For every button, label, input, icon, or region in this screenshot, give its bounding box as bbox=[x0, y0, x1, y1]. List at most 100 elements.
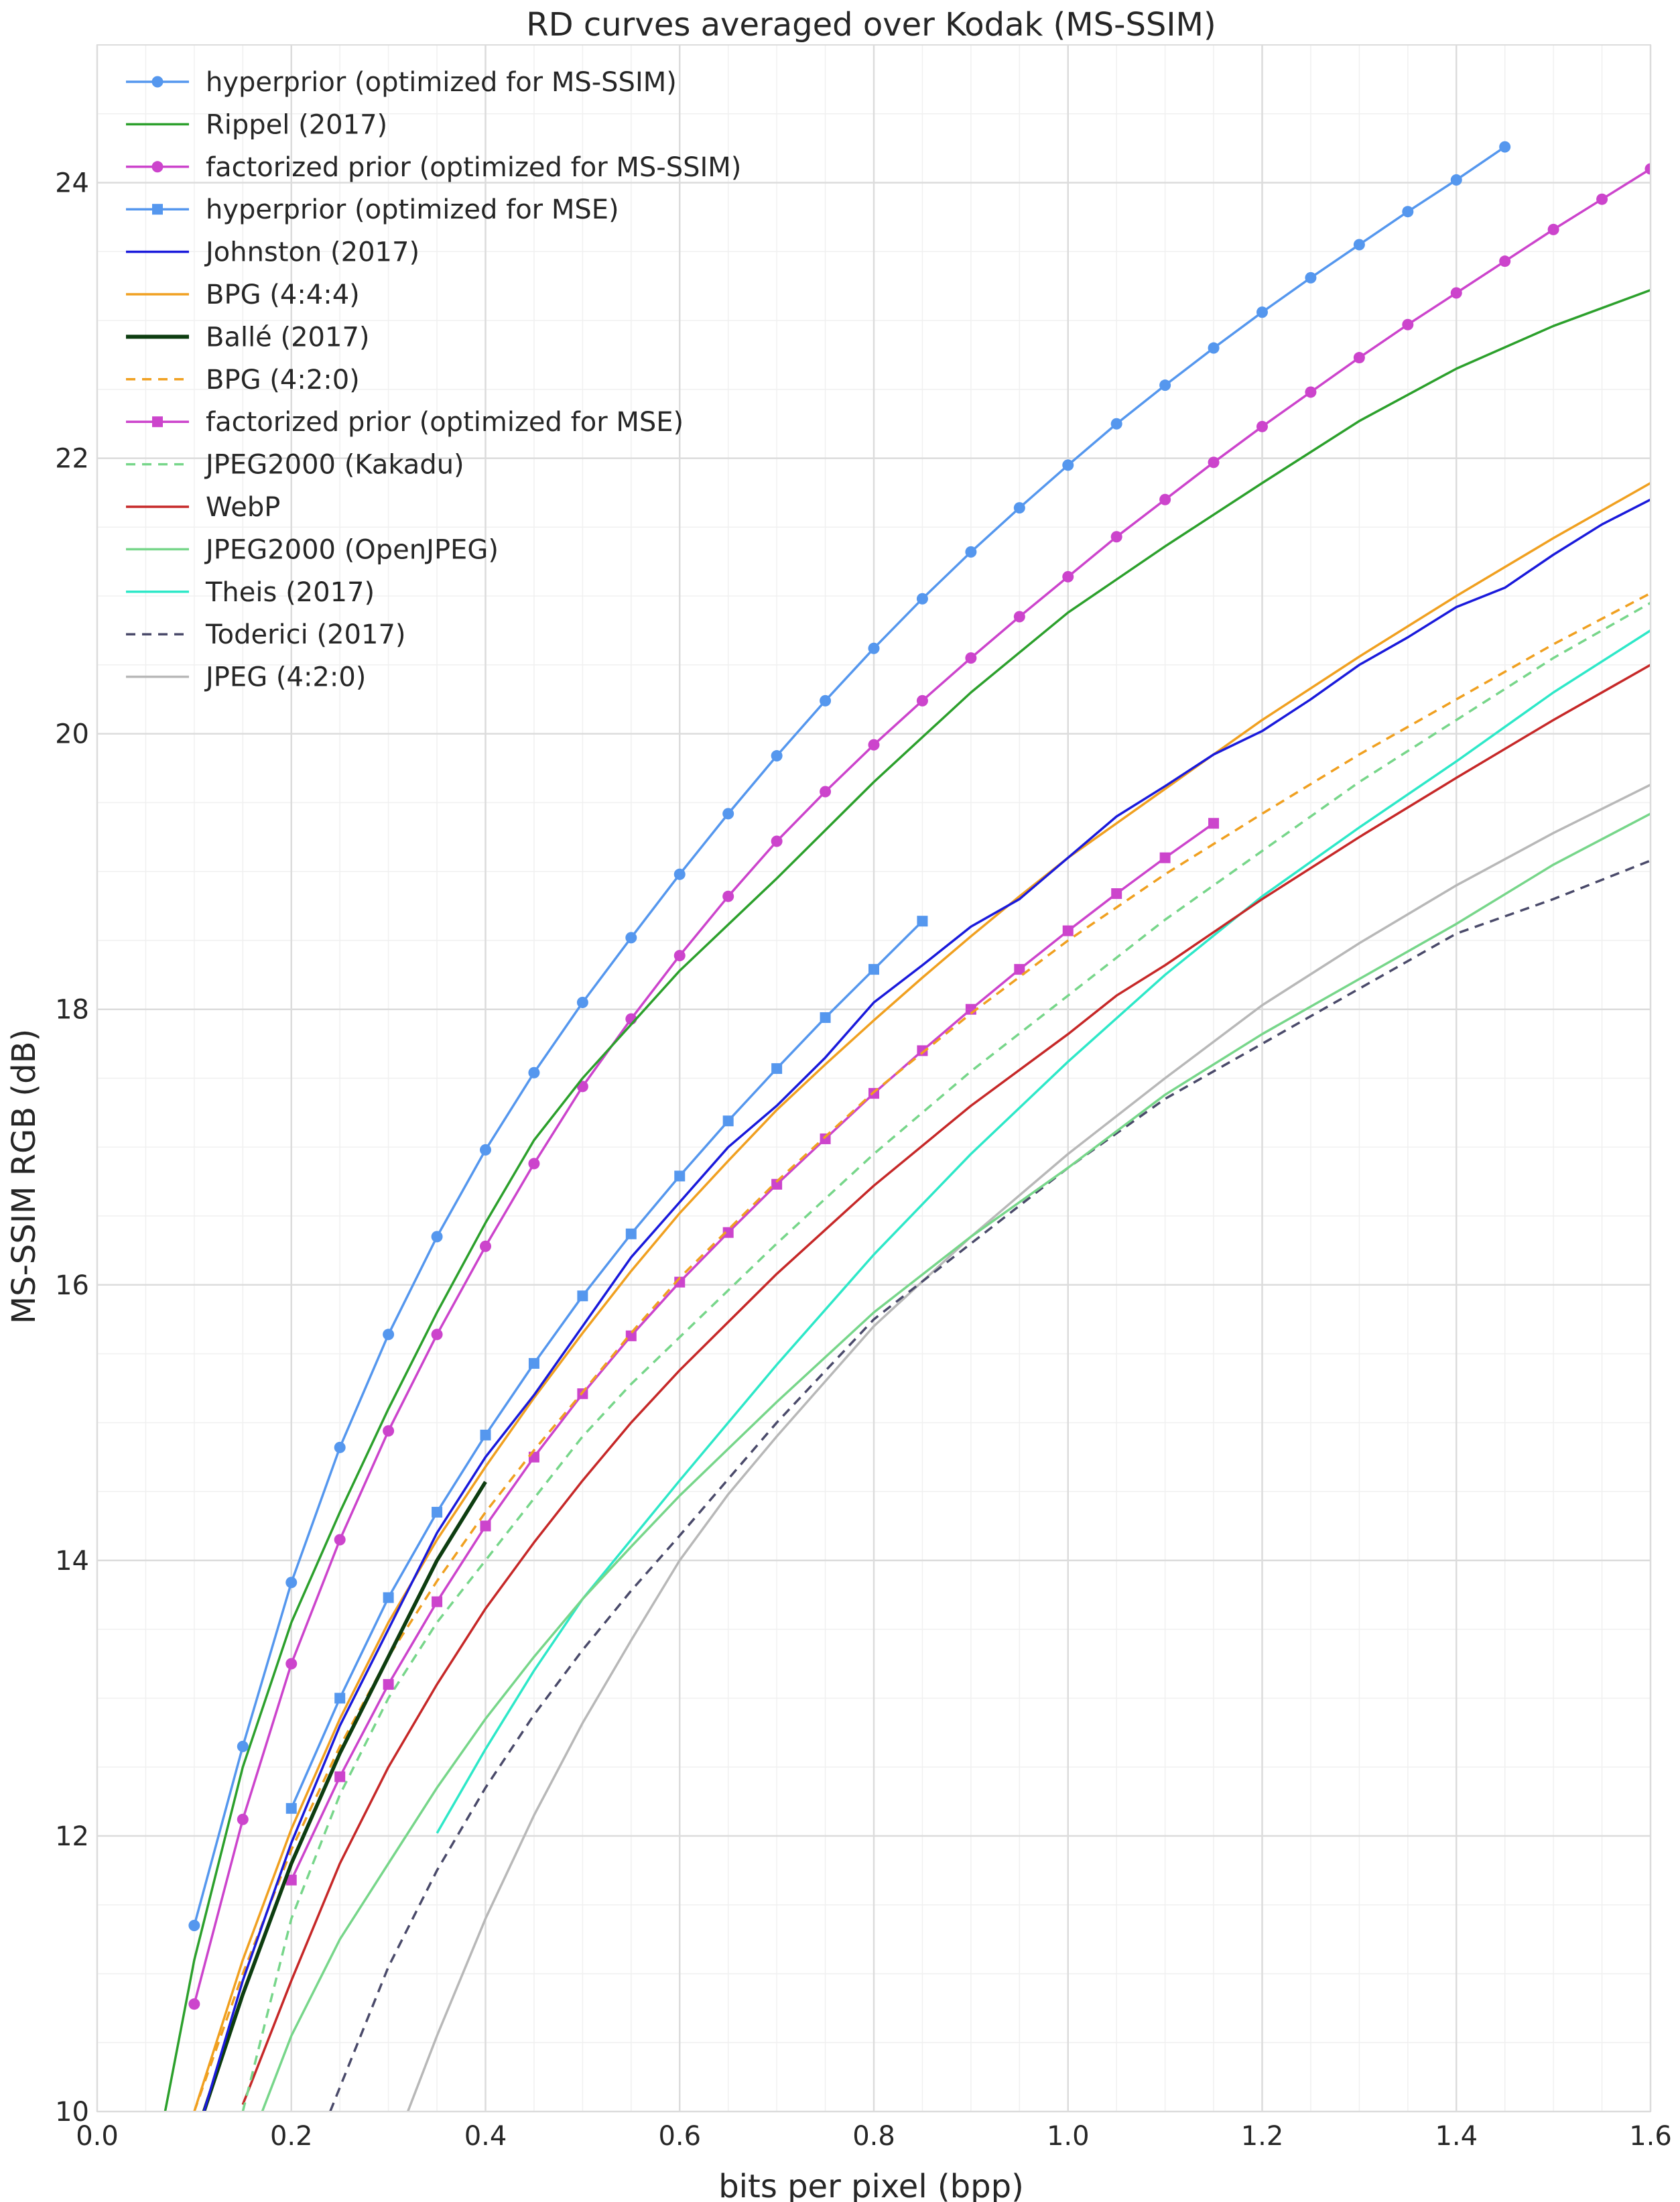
data-point bbox=[625, 1330, 637, 1341]
data-point bbox=[285, 1874, 297, 1886]
series-line-ball-2017 bbox=[202, 1481, 487, 2112]
data-point bbox=[1499, 141, 1511, 153]
data-point bbox=[674, 1170, 686, 1182]
data-point bbox=[1305, 386, 1317, 398]
data-point bbox=[383, 1678, 394, 1690]
data-point bbox=[1159, 493, 1171, 505]
data-point bbox=[1110, 418, 1122, 430]
data-point bbox=[917, 916, 928, 927]
series-jpeg-4-2-0 bbox=[406, 784, 1651, 2112]
series-toderici-2017 bbox=[329, 859, 1651, 2112]
data-point bbox=[1547, 223, 1559, 235]
y-tick-label: 20 bbox=[55, 719, 89, 750]
series-bpg-4-2-0 bbox=[193, 592, 1651, 2112]
legend-item-bpg-4-4-4: BPG (4:4:4) bbox=[126, 280, 360, 310]
legend-item-factorized-prior-optimized-for-ms-ssim: factorized prior (optimized for MS-SSIM) bbox=[126, 152, 741, 183]
legend-marker bbox=[152, 204, 163, 215]
legend-item-jpeg2000-kakadu: JPEG2000 (Kakadu) bbox=[126, 450, 464, 481]
x-tick-label: 0.4 bbox=[464, 2121, 507, 2152]
data-point bbox=[916, 593, 928, 605]
data-point bbox=[771, 1178, 783, 1190]
data-point bbox=[673, 868, 686, 880]
series-line-theis-2017 bbox=[436, 629, 1651, 1834]
axes-frame bbox=[96, 44, 1651, 2112]
data-point bbox=[1159, 852, 1171, 863]
series-factorized-prior-optimized-for-ms-ssim bbox=[188, 163, 1651, 2010]
data-point bbox=[188, 1920, 200, 1932]
data-point bbox=[771, 835, 783, 847]
data-point bbox=[868, 739, 880, 751]
data-point bbox=[383, 1592, 394, 1603]
data-point bbox=[334, 1534, 346, 1546]
series-line-toderici-2017 bbox=[329, 859, 1651, 2112]
x-tick-label: 0.8 bbox=[852, 2121, 895, 2152]
legend-label: BPG (4:2:0) bbox=[206, 365, 360, 395]
y-tick-label: 22 bbox=[55, 444, 89, 475]
x-tick-label: 1.4 bbox=[1435, 2121, 1478, 2152]
data-point bbox=[480, 1240, 491, 1252]
y-tick-label: 12 bbox=[55, 1821, 89, 1852]
data-point bbox=[431, 1329, 443, 1341]
legend-marker bbox=[151, 161, 164, 173]
data-point bbox=[771, 750, 783, 762]
data-point bbox=[285, 1658, 298, 1670]
data-point bbox=[1013, 611, 1025, 623]
legend-label: JPEG (4:2:0) bbox=[204, 662, 366, 693]
data-point bbox=[868, 642, 880, 654]
legend-label: WebP bbox=[206, 492, 280, 523]
series-line-factorized-prior-optimized-for-mse bbox=[290, 822, 1215, 1881]
data-point bbox=[383, 1425, 395, 1437]
series-webp bbox=[241, 664, 1651, 2105]
legend-item-rippel-2017: Rippel (2017) bbox=[126, 109, 387, 140]
legend-item-toderici-2017: Toderici (2017) bbox=[126, 619, 406, 650]
data-point bbox=[771, 1063, 783, 1075]
series-line-jpeg-4-2-0 bbox=[406, 784, 1651, 2112]
legend-label: Theis (2017) bbox=[205, 577, 375, 608]
legend-item-bpg-4-2-0: BPG (4:2:0) bbox=[126, 365, 360, 395]
legend-label: factorized prior (optimized for MSE) bbox=[206, 407, 684, 438]
data-point bbox=[432, 1506, 443, 1518]
data-point bbox=[334, 1771, 346, 1782]
data-point bbox=[480, 1429, 491, 1441]
data-point bbox=[722, 890, 734, 902]
data-point bbox=[1305, 271, 1317, 284]
legend-marker bbox=[151, 76, 164, 88]
legend-item-factorized-prior-optimized-for-mse: factorized prior (optimized for MSE) bbox=[126, 407, 684, 438]
data-point bbox=[188, 1998, 200, 2010]
data-point bbox=[1644, 163, 1651, 175]
data-point bbox=[1014, 964, 1025, 975]
data-point bbox=[965, 546, 977, 558]
y-axis-ticks: 10 12 14 16 18 20 22 24 bbox=[55, 168, 89, 2128]
chart-title: RD curves averaged over Kodak (MS-SSIM) bbox=[526, 6, 1216, 44]
data-point bbox=[1062, 925, 1074, 936]
data-point bbox=[1596, 193, 1608, 205]
series-bpg-4-4-4 bbox=[193, 482, 1651, 2112]
data-point bbox=[1353, 239, 1365, 251]
legend-label: JPEG2000 (Kakadu) bbox=[204, 450, 464, 481]
data-point bbox=[528, 1066, 540, 1079]
legend-item-jpeg-4-2-0: JPEG (4:2:0) bbox=[126, 662, 366, 693]
legend-label: hyperprior (optimized for MS-SSIM) bbox=[206, 67, 677, 98]
data-point bbox=[237, 1740, 249, 1752]
legend-item-webp: WebP bbox=[126, 492, 280, 523]
data-point bbox=[576, 996, 588, 1008]
y-tick-label: 16 bbox=[55, 1270, 89, 1301]
data-point bbox=[1062, 459, 1074, 471]
data-point bbox=[577, 1290, 588, 1302]
series-line-johnston-2017 bbox=[202, 498, 1651, 2112]
data-point bbox=[1208, 818, 1220, 829]
series-line-rippel-2017 bbox=[164, 289, 1651, 2112]
legend-label: Toderici (2017) bbox=[205, 619, 406, 650]
series-jpeg2000-kakadu bbox=[241, 601, 1651, 2112]
series-line-bpg-4-2-0 bbox=[193, 592, 1651, 2112]
series-line-webp bbox=[241, 664, 1651, 2105]
legend-item-ball-2017: Ballé (2017) bbox=[126, 322, 370, 353]
series-factorized-prior-optimized-for-mse bbox=[285, 818, 1220, 1886]
data-point bbox=[480, 1144, 491, 1156]
y-tick-label: 10 bbox=[55, 2097, 89, 2128]
legend-item-hyperprior-optimized-for-mse: hyperprior (optimized for MSE) bbox=[126, 194, 619, 225]
data-point bbox=[820, 1133, 831, 1144]
data-point bbox=[285, 1577, 298, 1589]
